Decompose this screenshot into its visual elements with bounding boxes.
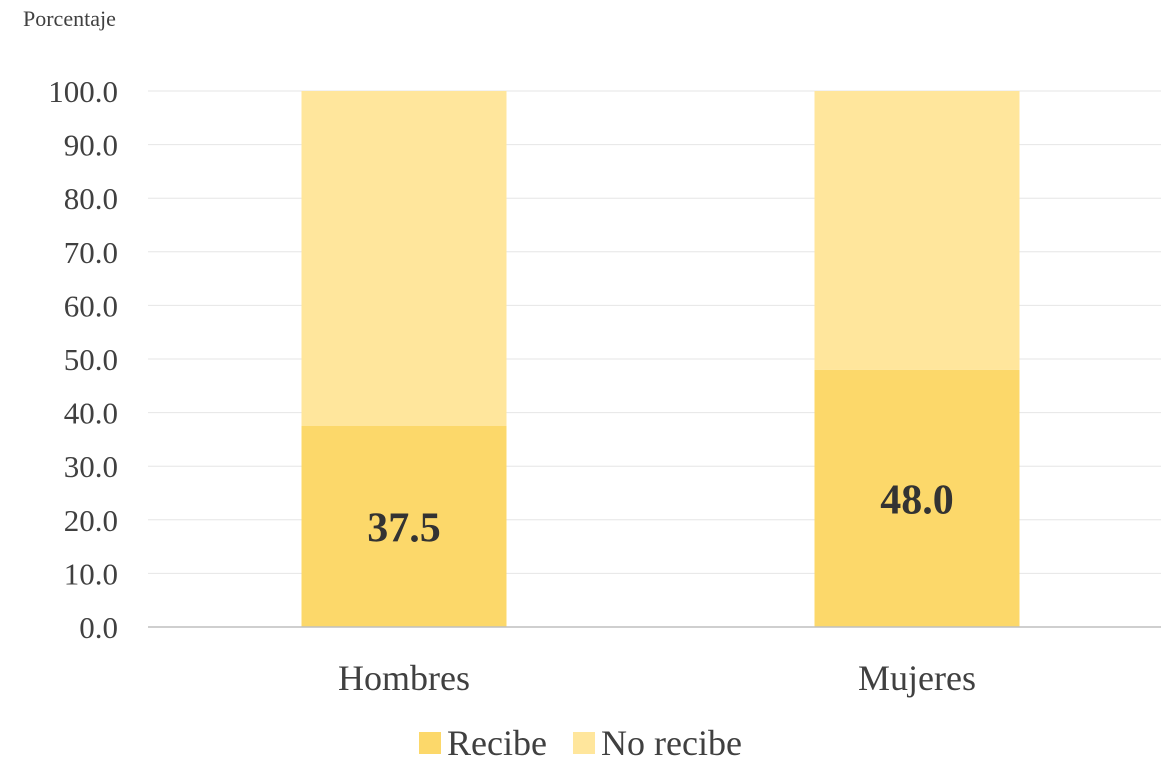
legend-swatch-recibe: [419, 732, 442, 754]
y-tick-label: 20.0: [64, 503, 118, 538]
y-tick-label: 90.0: [64, 128, 118, 163]
y-tick-label: 40.0: [64, 396, 118, 431]
y-tick-label: 30.0: [64, 449, 118, 484]
y-tick-label: 50.0: [64, 342, 118, 377]
bar-no-recibe: [814, 91, 1020, 370]
legend-swatch-no-recibe: [573, 732, 595, 754]
legend-label-no-recibe: No recibe: [601, 723, 742, 763]
legend-label-recibe: Recibe: [447, 723, 547, 763]
legend-item-no-recibe: No recibe: [573, 722, 742, 764]
x-tick-label: Hombres: [338, 658, 470, 698]
y-axis-title: Porcentaje: [23, 6, 116, 31]
y-tick-label: 70.0: [64, 235, 118, 270]
legend: Recibe No recibe: [0, 722, 1161, 764]
data-label: 37.5: [367, 506, 441, 552]
bar-recibe: [301, 426, 507, 627]
bar-recibe: [814, 369, 1020, 627]
legend-item-recibe: Recibe: [419, 722, 547, 764]
y-tick-label: 80.0: [64, 181, 118, 216]
y-tick-label: 100.0: [48, 74, 118, 109]
y-tick-label: 60.0: [64, 288, 118, 323]
data-label: 48.0: [880, 477, 954, 523]
y-tick-label: 0.0: [79, 610, 118, 645]
x-tick-label: Mujeres: [858, 658, 976, 698]
bar-no-recibe: [301, 91, 507, 426]
y-tick-label: 10.0: [64, 556, 118, 591]
